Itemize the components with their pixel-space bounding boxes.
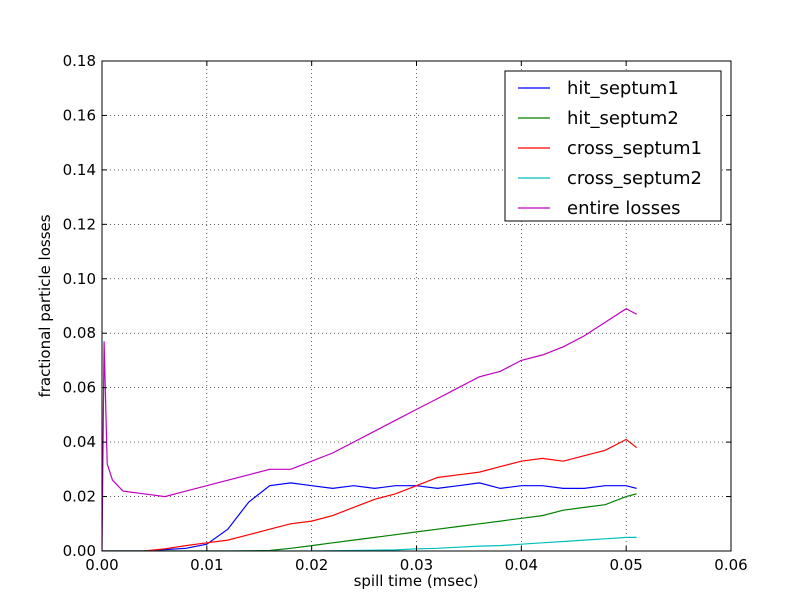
y-tick-label: 0.18 [63,52,96,70]
y-tick-label: 0.00 [63,542,96,560]
y-axis-label: fractional particle losses [36,214,54,397]
legend-label: hit_septum1 [567,78,679,99]
y-tick-label: 0.10 [63,270,96,288]
x-tick-label: 0.01 [190,556,223,574]
legend-label: cross_septum2 [567,168,702,189]
series-line [102,482,637,551]
legend-label: hit_septum2 [567,108,679,129]
x-tick-label: 0.03 [400,556,433,574]
y-tick-label: 0.16 [63,106,96,124]
y-tick-label: 0.08 [63,324,96,342]
x-tick-label: 0.00 [85,556,118,574]
x-axis-label: spill time (msec) [354,572,479,590]
x-tick-label: 0.04 [505,556,538,574]
y-axis-ticks: 0.00 0.02 0.04 0.06 0.08 0.10 0.12 0.14 0.16 0.18 [63,52,731,560]
x-tick-label: 0.02 [295,556,328,574]
x-axis-ticks: 0.00 0.01 0.02 0.03 0.04 0.05 0.06 [85,61,748,574]
y-tick-label: 0.12 [63,215,96,233]
legend: hit_septum1 hit_septum2 cross_septum1cross… [504,70,722,222]
legend-frame [504,70,722,222]
y-tick-label: 0.06 [63,379,96,397]
series-line [102,438,637,551]
y-tick-label: 0.04 [63,433,96,451]
y-tick-label: 0.14 [63,161,96,179]
legend-label: entire losses [567,198,681,219]
series-line [102,308,637,551]
x-tick-label: 0.06 [714,556,747,574]
legend-label: cross_septum1 [567,138,702,159]
y-tick-label: 0.02 [63,488,96,506]
x-tick-label: 0.05 [609,556,642,574]
